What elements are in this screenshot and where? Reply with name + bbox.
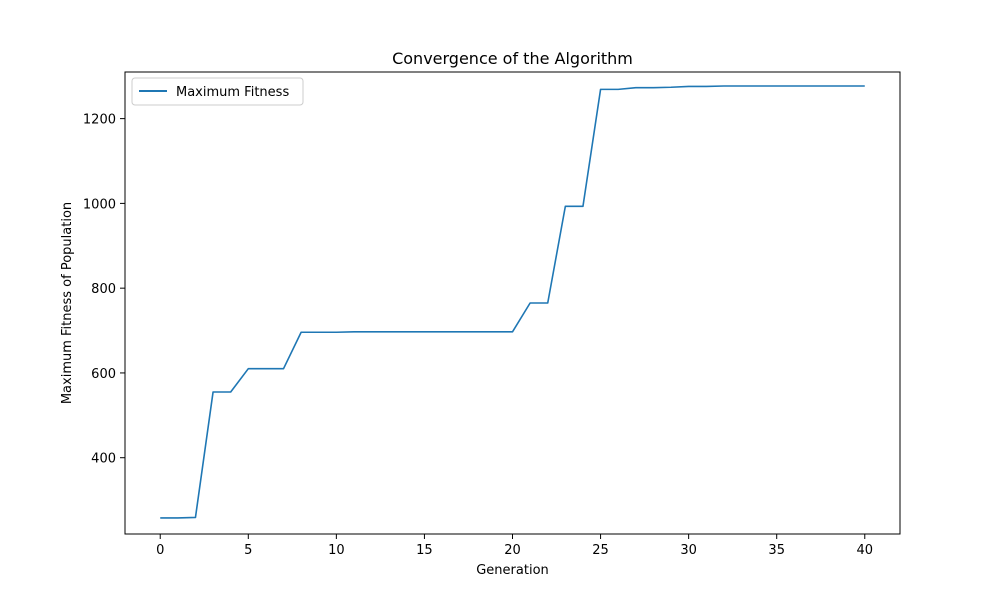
legend-label: Maximum Fitness xyxy=(176,85,289,100)
y-tick-label: 1000 xyxy=(83,197,116,212)
y-tick-label: 400 xyxy=(91,452,116,467)
x-axis-title: Generation xyxy=(476,563,549,578)
x-axis: 0 5 10 15 20 25 30 35 40 xyxy=(156,534,873,558)
y-tick-label: 1200 xyxy=(83,113,116,128)
legend: Maximum Fitness xyxy=(131,77,304,106)
y-tick-label: 600 xyxy=(91,367,116,382)
x-tick-label: 0 xyxy=(156,543,164,558)
plot-area: 0 5 10 15 20 25 30 35 40 400 600 800 1000 1200 xyxy=(83,71,901,558)
y-axis: 400 600 800 1000 1200 xyxy=(83,113,125,467)
x-tick-label: 20 xyxy=(504,543,521,558)
x-tick-label: 10 xyxy=(328,543,345,558)
x-tick-label: 25 xyxy=(592,543,609,558)
x-tick-label: 35 xyxy=(768,543,785,558)
chart-title: Convergence of the Algorithm xyxy=(392,49,633,68)
x-tick-label: 5 xyxy=(244,543,252,558)
y-tick-label: 800 xyxy=(91,282,116,297)
x-tick-label: 15 xyxy=(416,543,433,558)
x-tick-label: 40 xyxy=(856,543,873,558)
y-axis-title: Maximum Fitness of Population xyxy=(60,202,75,404)
legend-frame xyxy=(131,77,304,106)
series-layer xyxy=(160,85,865,519)
x-tick-label: 30 xyxy=(680,543,697,558)
series-line-0 xyxy=(160,85,865,519)
